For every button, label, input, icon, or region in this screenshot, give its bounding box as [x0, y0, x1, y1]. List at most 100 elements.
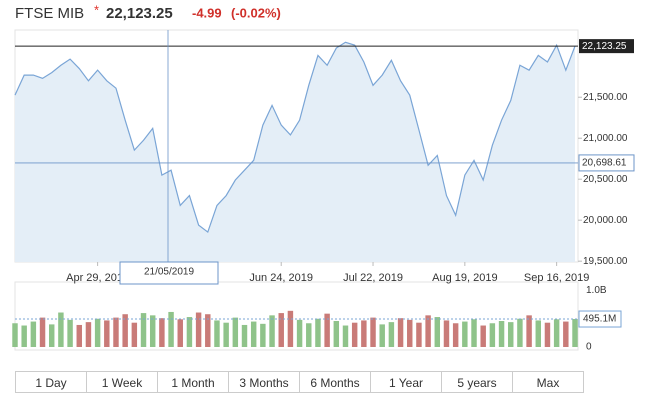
volume-bar — [177, 319, 183, 347]
volume-bar — [388, 322, 395, 347]
range-button[interactable]: 3 Months — [229, 371, 300, 393]
volume-bar — [407, 319, 413, 347]
area-fill — [15, 42, 575, 263]
volume-bar — [85, 322, 92, 347]
y-tick-label: 21,500.00 — [583, 92, 628, 103]
volume-bar — [397, 318, 404, 347]
volume-bar — [379, 324, 385, 347]
change-pct: (-0.02%) — [231, 5, 281, 20]
volume-bar — [67, 319, 73, 347]
volume-bar — [351, 322, 358, 347]
crosshair-y-label: 20,698.61 — [582, 158, 627, 169]
y-tick-label: 20,000.00 — [583, 215, 628, 226]
last-volume-label: 495.1M — [583, 314, 616, 325]
volume-bar — [241, 324, 248, 347]
volume-bar — [508, 322, 514, 347]
chart: FTSE MIB * 22,123.25 -4.99 (-0.02%) Inve… — [12, 2, 635, 353]
volume-bar — [278, 313, 284, 347]
volume-bar — [76, 324, 82, 347]
x-tick-label: Jun 24, 2019 — [249, 272, 313, 284]
volume-tick-label: 1.0B — [586, 285, 607, 296]
volume-bar — [563, 321, 569, 347]
y-tick-label: 20,500.00 — [583, 174, 628, 185]
volume-bar — [480, 325, 486, 347]
volume-bar — [113, 317, 119, 347]
volume-bar — [48, 324, 55, 347]
volume-bar — [30, 321, 37, 347]
x-tick-label: Aug 19, 2019 — [432, 272, 497, 284]
volume-bar — [425, 315, 431, 347]
volume-bar — [535, 320, 542, 347]
volume-bar — [443, 320, 450, 347]
volume-bar — [140, 313, 147, 347]
volume-bar — [306, 323, 312, 347]
volume-bar — [186, 317, 193, 347]
volume-bar — [544, 322, 551, 347]
volume-bar — [572, 319, 578, 347]
volume-bar — [498, 321, 505, 347]
y-tick-label: 19,500.00 — [583, 256, 628, 267]
change: -4.99 — [192, 5, 222, 20]
x-tick-label: Apr 29, 2019 — [66, 272, 129, 284]
volume-bar — [214, 320, 220, 347]
volume-bar — [131, 322, 138, 347]
volume-bar — [168, 311, 174, 347]
price-line — [14, 41, 576, 234]
volume-bar — [232, 317, 239, 347]
volume-bar — [122, 314, 128, 347]
volume-bar — [12, 323, 18, 347]
volume-bar — [434, 317, 441, 347]
volume-bar — [260, 323, 266, 347]
marker: * — [94, 2, 99, 17]
last-price-label: 22,123.25 — [582, 41, 627, 52]
volume-bar — [58, 312, 64, 347]
volume-bar — [104, 320, 110, 347]
volume-bar — [553, 319, 560, 347]
volume-bar — [94, 318, 101, 347]
range-button[interactable]: Max — [513, 371, 584, 393]
volume-bar — [39, 317, 46, 347]
volume-bar — [526, 315, 532, 347]
volume-bar — [21, 325, 27, 347]
volume-bar — [471, 319, 477, 347]
volume-bar — [370, 317, 376, 347]
volume-bar — [149, 315, 156, 347]
volume-bar — [489, 323, 496, 347]
crosshair-y-box — [578, 154, 635, 172]
volume-bar — [296, 319, 303, 347]
volume-bar — [195, 312, 202, 347]
volume-bar — [223, 322, 229, 347]
volume-bar — [342, 325, 349, 347]
last-volume-box — [578, 310, 622, 328]
volume-bar — [361, 320, 367, 347]
last-price-box — [579, 39, 634, 54]
volume-bar — [159, 318, 165, 347]
range-button[interactable]: 5 years — [442, 371, 513, 393]
crosshair-x-label: 21/05/2019 — [144, 267, 194, 278]
volume-bar — [517, 318, 523, 347]
index-name: FTSE MIB — [15, 5, 84, 22]
volume-bar — [269, 315, 275, 347]
volume-bar — [416, 322, 422, 347]
volume-bar — [452, 323, 459, 347]
volume-tick-label: 0 — [586, 342, 592, 353]
volume-bar — [324, 313, 330, 347]
volume-bar — [315, 318, 321, 347]
price: 22,123.25 — [106, 5, 173, 22]
volume-bar — [462, 321, 468, 347]
volume-bar — [250, 321, 257, 347]
y-tick-label: 21,000.00 — [583, 133, 628, 144]
x-tick-label: Sep 16, 2019 — [524, 272, 589, 284]
volume-bar — [205, 314, 211, 347]
volume-frame — [14, 281, 579, 351]
range-button[interactable]: 1 Month — [158, 371, 229, 393]
range-button[interactable]: 1 Week — [87, 371, 158, 393]
range-buttons: 1 Day 1 Week 1 Month 3 Months 6 Months 1 Year… — [15, 371, 584, 393]
range-button[interactable]: 1 Day — [15, 371, 87, 393]
range-button[interactable]: 1 Year — [371, 371, 442, 393]
range-button[interactable]: 6 Months — [300, 371, 371, 393]
volume-bar — [333, 321, 340, 347]
crosshair-x-box — [119, 261, 219, 285]
x-tick-label: Jul 22, 2019 — [343, 272, 403, 284]
